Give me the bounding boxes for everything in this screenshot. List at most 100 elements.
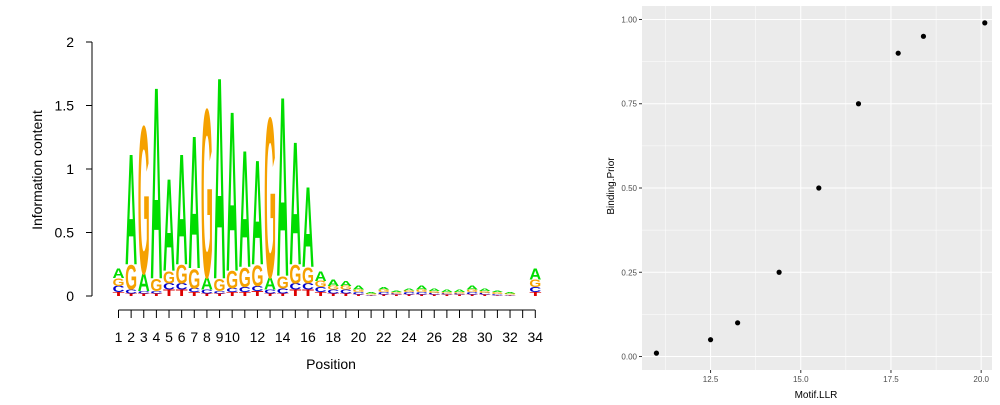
logo-letter-glyph: A	[150, 31, 162, 337]
logo-letter-glyph: C	[504, 295, 517, 296]
logo-letter-glyph: G	[163, 268, 175, 287]
logo-letter: G	[214, 276, 226, 295]
logo-letter-glyph: G	[390, 292, 402, 294]
logo-letter: C	[378, 292, 390, 296]
logo-letter-glyph: G	[113, 276, 125, 288]
logo-letter: T	[491, 295, 504, 296]
logo-letter: A	[315, 269, 328, 285]
logo-x-tick-label: 24	[401, 329, 417, 345]
logo-letter: A	[441, 289, 453, 293]
logo-letter: G	[340, 285, 352, 291]
logo-letter: T	[138, 293, 151, 297]
logo-letter: T	[441, 295, 454, 297]
logo-letter-glyph: A	[226, 65, 238, 320]
logo-x-tick-label: 9	[216, 329, 224, 345]
logo-letter: C	[529, 286, 542, 294]
logo-letter-glyph: A	[289, 105, 301, 302]
logo-letter: A	[113, 267, 126, 283]
logo-letter-glyph: A	[327, 278, 339, 288]
scatter-y-axis-label: Binding.Prior	[606, 157, 617, 215]
logo-letter-glyph: G	[378, 289, 390, 293]
logo-letter-glyph: C	[454, 293, 466, 295]
logo-letter: C	[466, 292, 478, 296]
logo-letter: G	[315, 279, 327, 289]
logo-letter-glyph: C	[416, 292, 428, 296]
scatter-point	[735, 320, 741, 326]
logo-letter-glyph: T	[315, 292, 327, 298]
logo-letter-glyph: C	[239, 286, 252, 294]
logo-letter-glyph: G	[441, 292, 453, 294]
logo-letter-glyph: A	[479, 288, 491, 292]
logo-letter-glyph: T	[340, 293, 353, 297]
logo-letter: A	[479, 288, 491, 292]
scatter-x-axis-label: Motif.LLR	[795, 390, 838, 400]
logo-letter-glyph: G	[226, 268, 238, 295]
logo-letter: T	[201, 293, 214, 297]
logo-letter: C	[479, 293, 491, 296]
scatter-point	[653, 350, 660, 356]
logo-letter-glyph: T	[138, 293, 151, 297]
scatter-y-tick-label: 1.00	[621, 15, 637, 24]
logo-letter: T	[428, 295, 441, 297]
scatter-x-tick-label: 15.0	[793, 375, 809, 384]
logo-letter-glyph: A	[214, 18, 226, 340]
logo-x-tick-label: 22	[376, 329, 392, 345]
logo-letter: G	[441, 292, 453, 294]
scatter-y-tick-label: 0.00	[621, 353, 637, 362]
logo-letter-glyph: C	[529, 286, 542, 294]
logo-letter-glyph: A	[113, 267, 126, 283]
logo-x-tick-label: 3	[140, 329, 148, 345]
logo-x-tick-label: 28	[452, 329, 468, 345]
logo-letter-glyph: A	[466, 285, 478, 291]
logo-letter-glyph: C	[390, 293, 402, 295]
scatter-y-tick-label: 0.75	[621, 100, 637, 109]
logo-letter-glyph: C	[289, 282, 301, 292]
logo-letter-glyph: T	[163, 288, 176, 298]
logo-letter-glyph: G	[239, 262, 251, 293]
logo-letter: C	[201, 289, 213, 295]
logo-letter: G	[138, 81, 150, 318]
logo-letter-glyph: C	[125, 289, 137, 295]
logo-letter: A	[504, 292, 516, 294]
scatter-y-axis: 0.00 0.25 0.50 0.75 1.00	[621, 15, 642, 362]
logo-letter: A	[214, 18, 226, 340]
logo-letter: A	[150, 31, 162, 337]
logo-x-tick-label: 10	[224, 329, 240, 345]
scatter-point	[982, 20, 988, 26]
logo-letter-glyph: C	[163, 282, 175, 292]
logo-letter-glyph: C	[251, 285, 264, 293]
logo-letter-glyph: T	[188, 292, 200, 298]
logo-letter-glyph: C	[150, 291, 162, 295]
scatter-y-tick-label: 0.25	[621, 268, 637, 277]
scatter-x-tick-label: 17.5	[883, 375, 899, 384]
sequence-logo-panel: Information content Position 0 0.5 1 1.5 2 1…	[29, 18, 544, 372]
logo-letter: C	[365, 295, 378, 296]
logo-letter-glyph: G	[289, 260, 301, 290]
logo-letter: G	[327, 285, 339, 291]
logo-letter: A	[239, 116, 251, 303]
logo-letter-glyph: A	[239, 116, 251, 303]
logo-letter: C	[416, 292, 428, 296]
scatter-points	[653, 20, 988, 356]
logo-letter-glyph: A	[365, 292, 377, 294]
logo-letter: C	[491, 294, 503, 296]
logo-letter: G	[150, 276, 162, 295]
logo-letter-glyph: T	[491, 295, 504, 296]
logo-letter: G	[226, 268, 238, 295]
logo-letter-glyph: G	[479, 291, 491, 294]
logo-letter-glyph: T	[239, 292, 251, 298]
logo-letter-glyph: C	[113, 284, 125, 294]
logo-x-tick-label: 34	[528, 329, 544, 345]
logo-letter: C	[454, 293, 466, 295]
logo-letter-glyph: G	[416, 289, 428, 293]
scatter-point	[855, 101, 862, 107]
logo-y-axis: 0 0.5 1 1.5 2	[55, 34, 93, 304]
logo-x-tick-label: 5	[165, 329, 173, 345]
logo-letter-glyph: A	[315, 269, 328, 285]
logo-letter: T	[315, 292, 327, 298]
logo-letter-glyph: T	[277, 293, 290, 297]
logo-letter: G	[403, 290, 415, 293]
logo-letter: A	[365, 292, 377, 294]
logo-letter: C	[352, 292, 364, 296]
logo-letter: G	[428, 291, 440, 294]
